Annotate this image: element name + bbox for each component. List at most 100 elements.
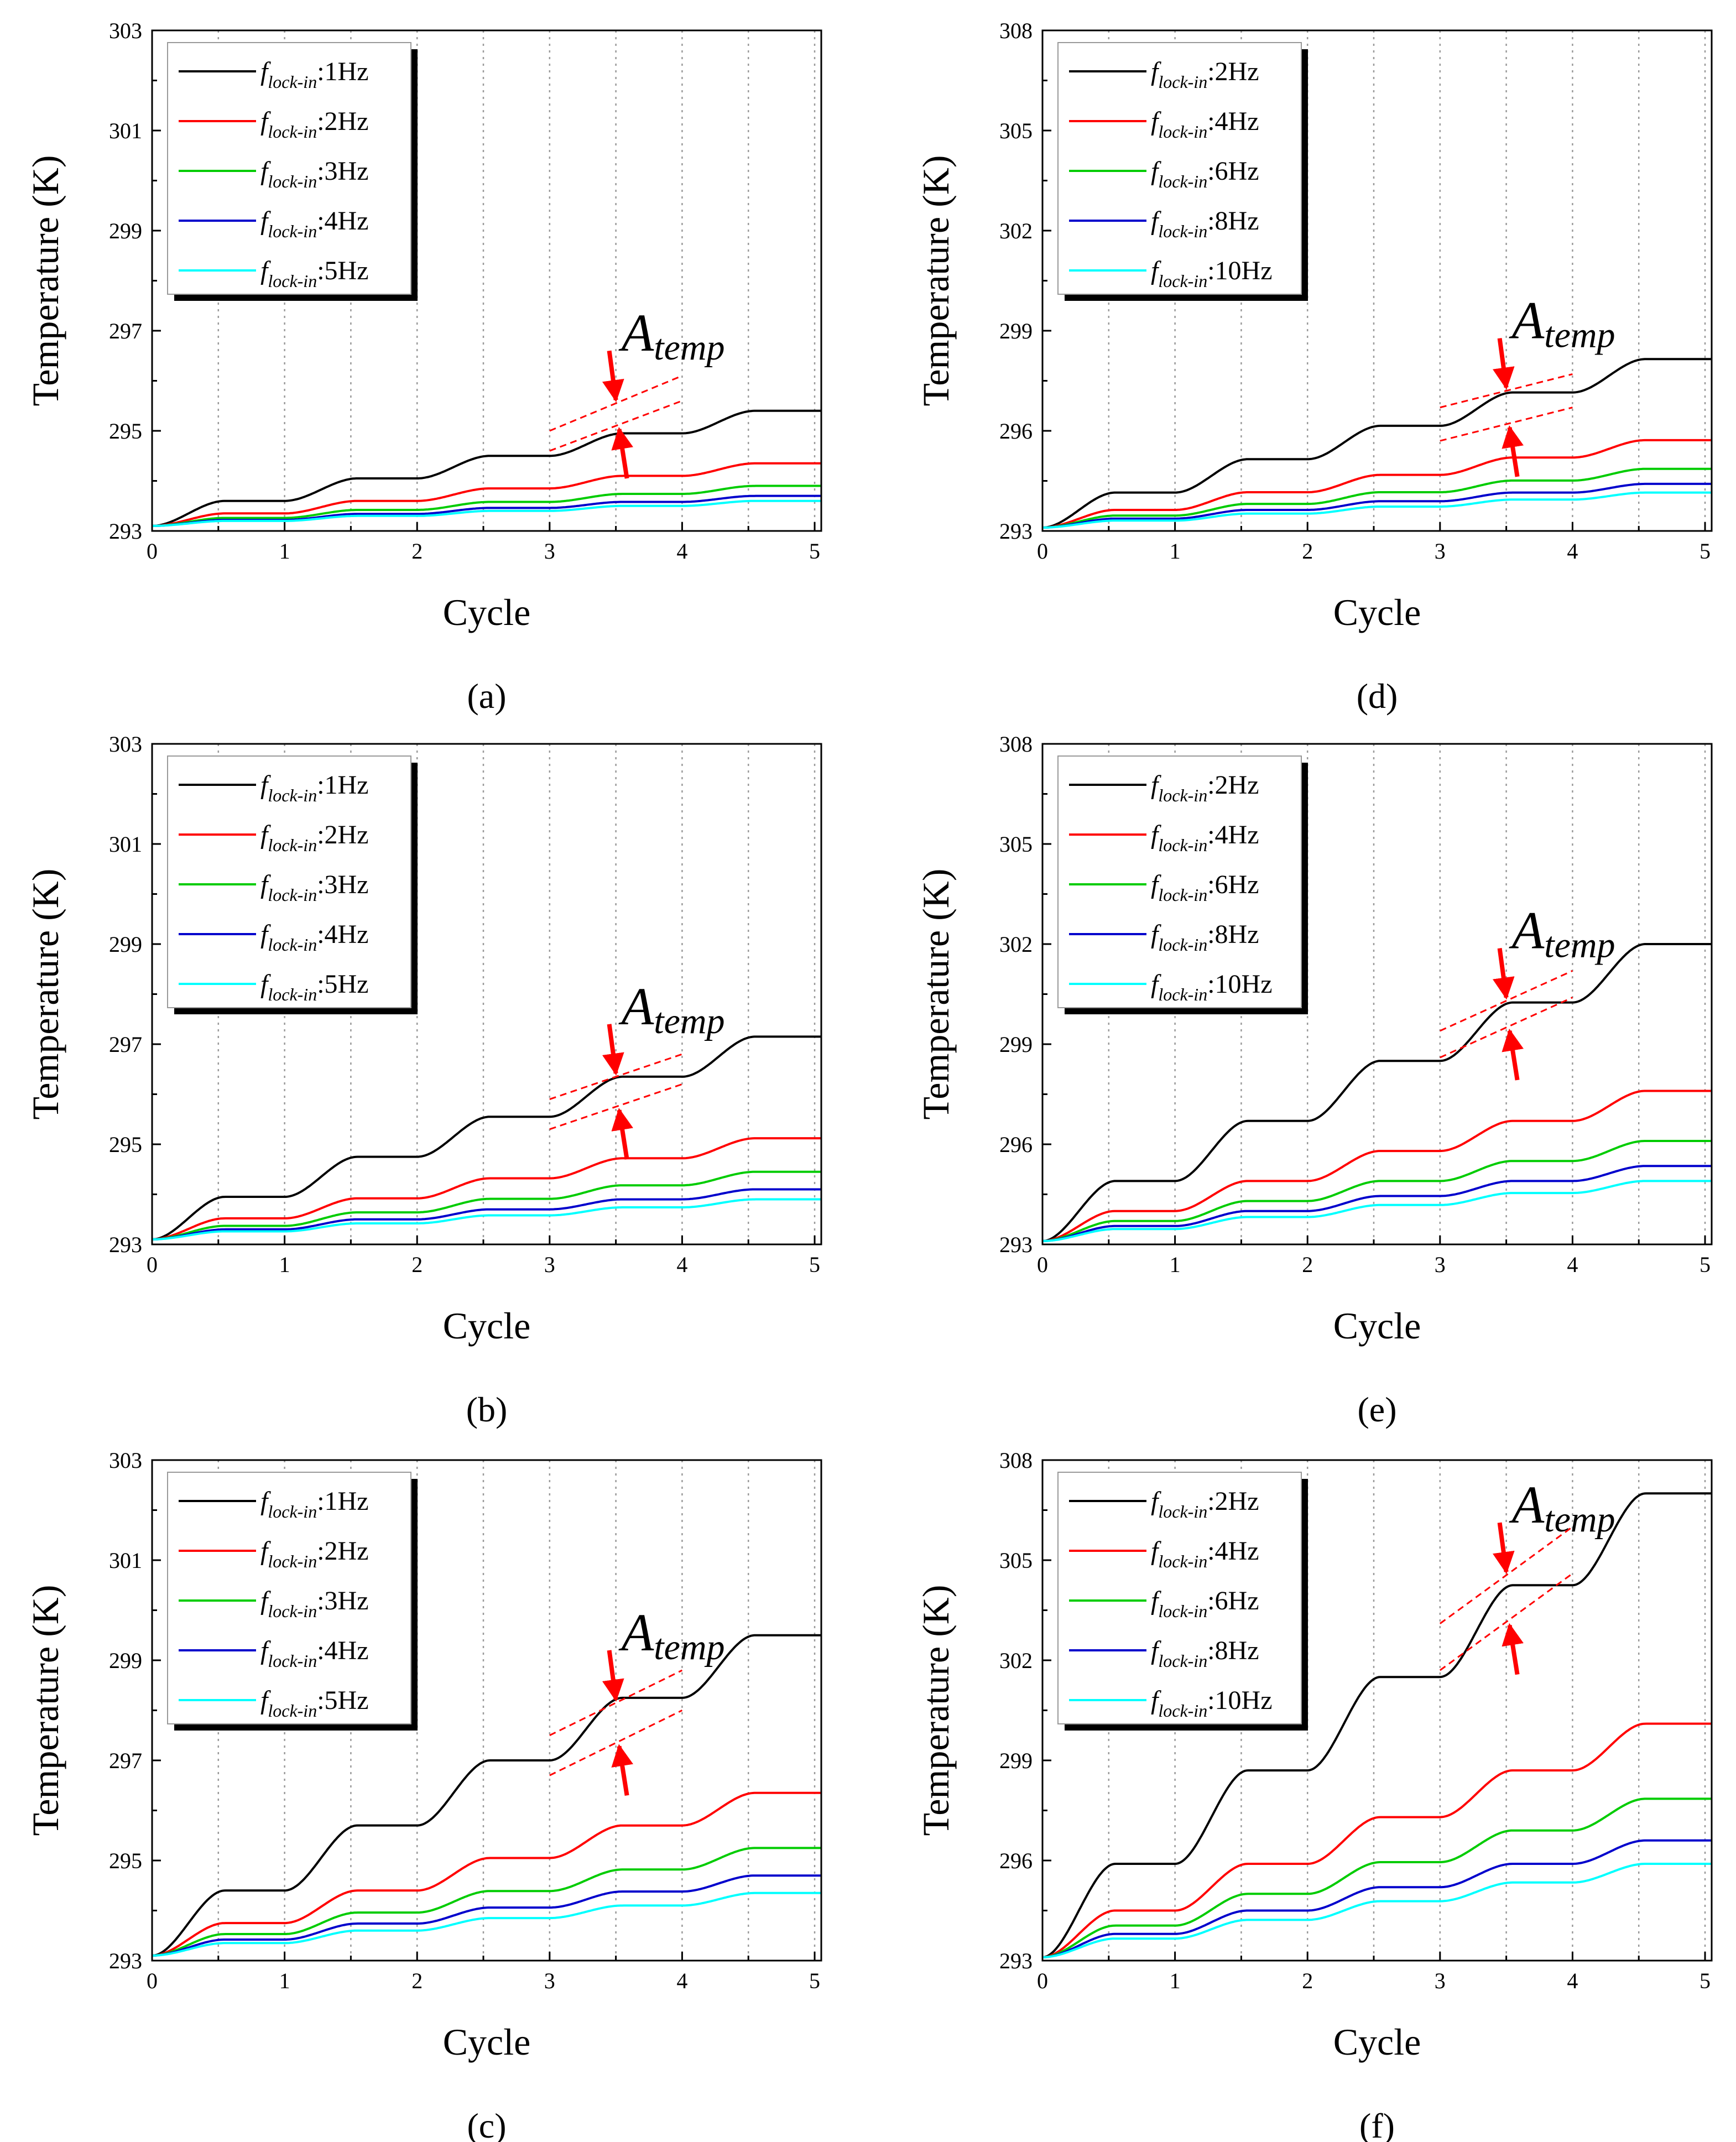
series-line: [152, 1891, 821, 1957]
series-line: [152, 409, 821, 527]
series-line: [152, 462, 821, 527]
x-tick-label: 4: [676, 1252, 687, 1277]
y-tick-label: 308: [999, 732, 1033, 757]
x-axis-label: Cycle: [1333, 1305, 1421, 1347]
x-tick-label: 0: [1037, 539, 1048, 564]
x-tick-label: 3: [544, 1968, 555, 1993]
annotation-arrow-down: [602, 350, 624, 403]
annotation-arrow-up: [611, 426, 633, 479]
y-tick-label: 293: [109, 519, 142, 544]
series-line: [1042, 491, 1712, 529]
y-tick-label: 293: [999, 1232, 1033, 1257]
annotation-arrow-up: [1502, 1028, 1524, 1081]
legend-box: [1057, 1472, 1302, 1724]
annotation-arrow-down: [602, 1650, 624, 1702]
y-tick-label: 302: [999, 218, 1033, 243]
y-tick-label: 299: [109, 932, 142, 957]
x-tick-label: 2: [411, 539, 423, 564]
legend-entry: flock-in:2Hz: [1151, 57, 1259, 92]
x-tick-label: 5: [1699, 539, 1711, 564]
y-tick-label: 293: [109, 1232, 142, 1257]
y-tick-label: 303: [109, 732, 142, 757]
y-tick-label: 305: [999, 832, 1033, 857]
series-line: [1042, 1140, 1712, 1242]
x-tick-label: 2: [411, 1252, 423, 1277]
series-line: [152, 1137, 821, 1241]
annotation-lower-line: [1440, 997, 1573, 1059]
chart-panel-c: 0 1 2 3 4 5 293 295 297 299 301 303 Cycle Temperature…: [24, 1448, 822, 2142]
annotation-label: Atemp: [1509, 1475, 1615, 1540]
legend-entry: flock-in:6Hz: [1151, 1586, 1259, 1621]
annotation-upper-line: [1440, 970, 1573, 1032]
legend-box: [1057, 42, 1302, 295]
x-tick-label: 5: [809, 539, 820, 564]
y-tick-label: 296: [999, 419, 1033, 444]
legend-box: [167, 42, 411, 295]
series-line: [1042, 1090, 1712, 1242]
legend-entry: flock-in:4Hz: [1151, 820, 1259, 855]
x-tick-label: 0: [147, 1968, 158, 1993]
y-tick-label: 301: [109, 118, 142, 143]
y-tick-label: 302: [999, 932, 1033, 957]
annotation-upper-line: [549, 1053, 682, 1100]
y-tick-label: 301: [109, 1548, 142, 1573]
panel-caption: (c): [467, 2106, 506, 2142]
y-tick-label: 296: [999, 1132, 1033, 1157]
y-axis-label: Temperature (K): [24, 1585, 66, 1836]
y-axis-label: Temperature (K): [24, 155, 66, 406]
x-tick-label: 1: [279, 1968, 290, 1993]
series-line: [152, 484, 821, 527]
x-tick-label: 3: [1435, 1968, 1446, 1993]
y-tick-label: 295: [109, 1132, 142, 1157]
x-tick-label: 0: [147, 539, 158, 564]
legend-entry: flock-in:3Hz: [260, 1586, 369, 1621]
series-line: [1042, 1165, 1712, 1242]
series-line: [152, 1035, 821, 1241]
legend-entry: flock-in:4Hz: [260, 206, 369, 241]
x-tick-label: 5: [1699, 1252, 1711, 1277]
x-tick-label: 1: [279, 539, 290, 564]
y-tick-label: 293: [999, 519, 1033, 544]
y-axis-label: Temperature (K): [24, 869, 66, 1120]
annotation-arrow-down: [1492, 1522, 1515, 1575]
series-line: [152, 1847, 821, 1957]
legend-entry: flock-in:2Hz: [260, 820, 369, 855]
series-line: [1042, 1863, 1712, 1958]
annotation-arrow-down: [602, 1024, 624, 1076]
legend-entry: flock-in:2Hz: [1151, 770, 1259, 805]
series-line: [1042, 1722, 1712, 1958]
y-tick-label: 305: [999, 1548, 1033, 1573]
y-tick-label: 293: [999, 1948, 1033, 1973]
annotation-arrow-up: [611, 1108, 633, 1160]
legend-entry: flock-in:2Hz: [260, 1536, 369, 1571]
chart-panel-d: 0 1 2 3 4 5 293 296 299 302 305 308 Cycle Temperature…: [915, 18, 1713, 716]
annotation-upper-line: [1440, 373, 1573, 409]
annotation-lower-line: [549, 1710, 683, 1776]
legend-entry: flock-in:5Hz: [260, 970, 369, 1004]
series-line: [152, 1188, 821, 1241]
x-tick-label: 4: [676, 1968, 687, 1993]
annotation-lower-line: [1440, 406, 1573, 442]
y-axis-label: Temperature (K): [915, 1585, 957, 1836]
legend-entry: flock-in:4Hz: [1151, 1536, 1259, 1571]
series-line: [152, 499, 821, 527]
y-axis-label: Temperature (K): [915, 155, 957, 406]
x-tick-label: 5: [809, 1252, 820, 1277]
x-tick-label: 2: [1302, 1252, 1313, 1277]
legend-entry: flock-in:8Hz: [1151, 206, 1259, 241]
annotation-upper-line: [1439, 1526, 1573, 1624]
annotation-lower-line: [549, 400, 682, 452]
y-tick-label: 308: [999, 1448, 1033, 1473]
x-tick-label: 4: [676, 539, 687, 564]
y-tick-label: 303: [109, 1448, 142, 1473]
y-tick-label: 293: [109, 1948, 142, 1973]
y-tick-label: 297: [109, 319, 142, 343]
x-tick-label: 3: [544, 1252, 555, 1277]
x-tick-label: 1: [1170, 1252, 1181, 1277]
x-tick-label: 3: [544, 539, 555, 564]
series-line: [152, 1198, 821, 1241]
x-tick-label: 3: [1435, 539, 1446, 564]
x-tick-label: 4: [1567, 1252, 1578, 1277]
chart-panel-f: 0 1 2 3 4 5 293 296 299 302 305 308 Cycle Temperature…: [915, 1448, 1713, 2142]
